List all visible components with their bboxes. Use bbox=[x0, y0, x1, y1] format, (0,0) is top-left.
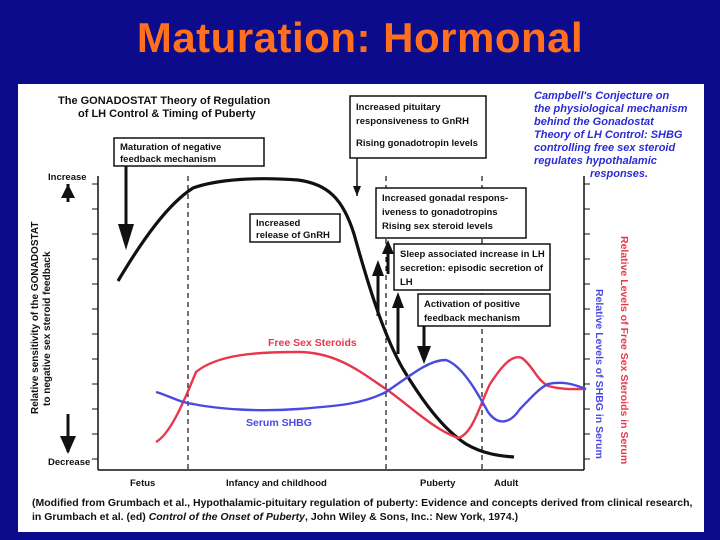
annotation-maturation: Maturation of negative feedback mechanis… bbox=[113, 137, 265, 167]
free-sex-steroids-curve bbox=[155, 350, 587, 444]
annotation-line: Activation of positive bbox=[424, 299, 520, 310]
y-left-label-line1: Relative sensitivity of the GONADOSTAT bbox=[30, 222, 41, 414]
campbell-line: the physiological mechanism bbox=[534, 103, 688, 115]
gonadostat-diagram: The GONADOSTAT Theory of Regulation of L… bbox=[30, 90, 688, 489]
annotation-sleep: Sleep associated increase in LH secretio… bbox=[393, 243, 551, 291]
y-left-label-line2: to negative sex steroid feedback bbox=[42, 251, 53, 406]
caption-italic: Control of the Onset of Puberty bbox=[148, 511, 306, 523]
serum-shbg-label: Serum SHBG bbox=[246, 417, 312, 429]
up-arrow bbox=[61, 184, 75, 202]
annotation-pituitary: Increased pituitary responsiveness to Gn… bbox=[349, 95, 487, 159]
annotation-line: LH bbox=[400, 277, 413, 288]
figure-caption: (Modified from Grumbach et al., Hypothal… bbox=[32, 496, 696, 524]
increase-label: Increase bbox=[48, 172, 87, 183]
campbell-line: Theory of LH Control: SHBG bbox=[534, 129, 683, 141]
campbell-conjecture: Campbell's Conjecture on the physiologic… bbox=[534, 90, 688, 180]
arrow-pituitary bbox=[353, 158, 361, 196]
x-label-adult: Adult bbox=[494, 478, 519, 489]
campbell-line: controlling free sex steroid bbox=[534, 142, 675, 154]
caption-text-end: , John Wiley & Sons, Inc.: New York, 197… bbox=[305, 511, 519, 523]
serum-shbg-curve bbox=[155, 358, 587, 423]
annotation-line: secretion: episodic secretion of bbox=[400, 263, 544, 274]
annotation-line: feedback mechanism bbox=[424, 313, 520, 324]
decrease-label: Decrease bbox=[48, 457, 90, 468]
annotation-line: Increased bbox=[256, 218, 301, 229]
plot-frame bbox=[92, 176, 590, 471]
annotation-line: release of GnRH bbox=[256, 230, 330, 241]
y-right-label-free-steroids: Relative Levels of Free Sex Steroids in … bbox=[618, 236, 630, 464]
annotation-gnrh: Increased release of GnRH bbox=[249, 213, 341, 243]
slide-title: Maturation: Hormonal bbox=[136, 14, 584, 61]
down-arrow bbox=[60, 414, 76, 454]
annotation-line: Rising sex steroid levels bbox=[382, 221, 493, 232]
arrow-gonadal bbox=[382, 240, 394, 274]
x-label-infancy: Infancy and childhood bbox=[226, 478, 327, 489]
annotation-gonadal: Increased gonadal respons- iveness to go… bbox=[375, 187, 527, 239]
annotation-line: Increased pituitary bbox=[356, 102, 441, 113]
x-label-puberty: Puberty bbox=[420, 478, 456, 489]
free-sex-steroids-label: Free Sex Steroids bbox=[268, 337, 357, 349]
annotation-line: Increased gonadal respons- bbox=[382, 193, 508, 204]
campbell-line: Campbell's Conjecture on bbox=[534, 90, 670, 102]
arrow-sleep bbox=[372, 260, 384, 316]
figure-panel: The GONADOSTAT Theory of Regulation of L… bbox=[18, 84, 704, 532]
campbell-line: regulates hypothalamic bbox=[534, 155, 657, 167]
annotation-line: responsiveness to GnRH bbox=[356, 116, 469, 127]
annotation-line: Maturation of negative bbox=[120, 142, 221, 153]
arrow-positive-down bbox=[417, 326, 431, 364]
arrow-positive bbox=[392, 292, 404, 354]
figure-title-line1: The GONADOSTAT Theory of Regulation bbox=[58, 95, 271, 107]
annotation-line: iveness to gonadotropins bbox=[382, 207, 498, 218]
annotation-line: feedback mechanism bbox=[120, 154, 216, 165]
annotation-line: Sleep associated increase in LH bbox=[400, 249, 545, 260]
annotation-line: Rising gonadotropin levels bbox=[356, 138, 478, 149]
figure-title-line2: of LH Control & Timing of Puberty bbox=[78, 108, 256, 120]
campbell-line: behind the Gonadostat bbox=[534, 116, 655, 128]
x-label-fetus: Fetus bbox=[130, 478, 155, 489]
caption-text: (Modified from Grumbach et al., Hypothal… bbox=[32, 497, 693, 523]
annotation-positive: Activation of positive feedback mechanis… bbox=[417, 293, 551, 327]
campbell-line: responses. bbox=[590, 168, 648, 180]
arrow-maturation bbox=[118, 166, 134, 250]
y-right-label-shbg: Relative Levels of SHBG in Serum bbox=[593, 289, 605, 459]
